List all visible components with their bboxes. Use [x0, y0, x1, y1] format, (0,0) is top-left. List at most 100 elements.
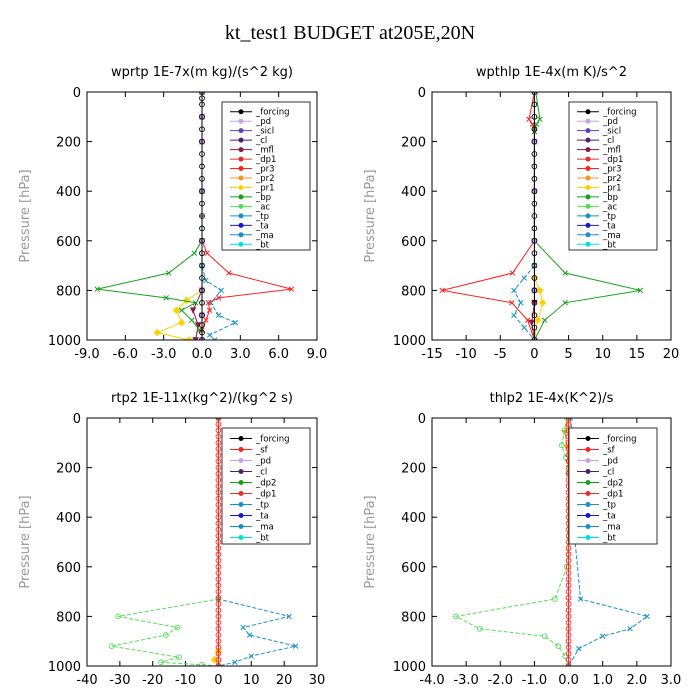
- chart0-legend-entry: _cl: [255, 136, 267, 146]
- chart2-legend-marker: [238, 458, 244, 463]
- chart1-legend-entry: _bt: [602, 240, 617, 250]
- chart3-s1-p1-point: [561, 427, 568, 434]
- chart1-s0-p6-point: [531, 163, 538, 170]
- chart0-ytick-label: 200: [56, 136, 81, 151]
- chart3-s1-p2-point: [558, 442, 565, 449]
- chart0-xtick-label: 0.0: [192, 347, 213, 362]
- chart0-s3-p6-point: [205, 300, 212, 306]
- chart0-s0-p16-point: [199, 275, 205, 281]
- chart0-s0-p2-point: [199, 101, 205, 108]
- chart3-s0-p30-point: [565, 601, 572, 607]
- chart0-s0-p13-point: [199, 237, 205, 244]
- chart2-legend-marker: [238, 535, 244, 540]
- chart3-xtick-label: 3.0: [661, 673, 682, 688]
- chart0-s0-p19-point: [199, 312, 205, 319]
- chart2-s0-p18-point: [215, 526, 222, 533]
- chart0-legend-entry: _dp1: [255, 155, 276, 165]
- chart0-s6-p2-point: [189, 307, 197, 314]
- chart2-legend-box: [221, 427, 311, 545]
- chart3-legend-marker: [585, 458, 591, 463]
- chart1-s4-p3-point: [511, 287, 517, 294]
- chart0-s2-p5-point: [163, 295, 169, 301]
- chart3-legend-marker: [585, 447, 591, 452]
- chart1-ytick-label: 0: [418, 86, 426, 101]
- chart0-s3-p5-point: [215, 295, 222, 301]
- chart2-s1-p5-point: [108, 643, 115, 650]
- chart1-s4-p2-point: [521, 275, 527, 281]
- chart1-s2-p6-point: [637, 287, 644, 294]
- chart1-s3-p7-point: [509, 300, 515, 306]
- chart2-s0-p14-point: [215, 501, 222, 508]
- chart3-legend-marker: [585, 480, 591, 485]
- chart2-s0-p16-point: [215, 514, 222, 521]
- chart3-s0-p37-point: [565, 644, 572, 651]
- chart1-series-tp: [513, 92, 535, 340]
- chart2-s0-p32-point: [215, 613, 222, 620]
- chart0-s2-p7-point: [178, 307, 185, 313]
- chart3-s0-p27-point: [565, 582, 572, 589]
- chart0-legend-entry: _bp: [255, 193, 271, 203]
- chart1-legend-marker: [585, 128, 591, 134]
- chart1-s0-p0-point: [531, 92, 538, 95]
- chart2-legend-entry: _tp: [255, 501, 269, 511]
- chart1-s4-p5-point: [511, 312, 517, 318]
- chart2-s0-p33-point: [215, 619, 222, 626]
- chart3-xtick-label: 2.0: [627, 673, 648, 688]
- chart1-legend-entry: _ac: [602, 202, 617, 212]
- figure-title: kt_test1 BUDGET at205E,20N: [224, 22, 476, 44]
- chart3-s0-p25-point: [565, 570, 572, 576]
- chart2-s0-p24-point: [215, 563, 222, 570]
- chart1-s0-p13-point: [531, 250, 538, 257]
- chart1-title: wpthlp 1E-4x(m K)/s^2: [476, 65, 627, 80]
- chart2-s0-p2-point: [215, 427, 222, 434]
- chart2-s0-p23-point: [215, 557, 222, 564]
- chart3-s2-p6-point: [644, 613, 650, 620]
- chart2-s2-p3-point: [240, 624, 246, 631]
- chart1-s0-p15-point: [531, 275, 538, 281]
- chart1-s3-p8-point: [524, 317, 531, 323]
- chart0-xtick-label: 6.0: [268, 347, 289, 362]
- chart2-s1-p7-point: [158, 659, 164, 666]
- chart1-s0-p4-point: [531, 138, 538, 145]
- chart1-s4-p6-point: [521, 324, 527, 331]
- chart3-legend-box: [568, 427, 658, 545]
- chart2-s1-p2-point: [115, 613, 122, 620]
- chart3-s1-p9-point: [541, 633, 548, 640]
- chart2-xtick-label: -40: [76, 673, 97, 688]
- chart2-legend-entry: _cl: [255, 468, 267, 478]
- chart0-s4-p7-point: [206, 332, 213, 338]
- chart0-legend-entry: _pd: [255, 117, 271, 127]
- chart3-xtick-label: -2.0: [488, 673, 513, 688]
- chart3-s0-p21-point: [565, 545, 572, 552]
- chart2-s0-p21-point: [215, 545, 222, 552]
- chart2-legend-entry: _pd: [255, 457, 271, 467]
- chart2-title: rtp2 1E-11x(kg^2)/(kg^2 s): [111, 391, 293, 406]
- chart1-xtick-label: 5: [564, 347, 572, 362]
- chart0-legend-marker: [238, 137, 244, 143]
- chart2-s0-p17-point: [215, 520, 222, 527]
- chart0-s0-p1-point: [199, 95, 205, 102]
- chart2-s0-p30-point: [215, 601, 222, 607]
- chart1-legend-entry: _bp: [602, 193, 618, 203]
- chart2-xtick-label: -10: [175, 673, 196, 688]
- chart0-s5-p3-point: [172, 306, 181, 314]
- chart2-xtick-label: -30: [109, 673, 130, 688]
- chart0-legend-entry: _pr3: [255, 165, 275, 175]
- chart1-s0-p9-point: [531, 200, 538, 207]
- chart0-s5-p4-point: [177, 318, 186, 327]
- chart1-s0-p19-point: [531, 324, 538, 331]
- chart0-legend-marker: [238, 156, 244, 162]
- chart2-s0-p10-point: [215, 477, 222, 483]
- chart2-s0-p22-point: [215, 551, 222, 558]
- chart-1: wprtp 1E-7x(m kg)/(s^2 kg) Pressure [hPa]…: [18, 65, 327, 362]
- chart0-s3-p8-point: [203, 317, 209, 323]
- chart3-s0-p26-point: [565, 576, 572, 583]
- chart2-s0-p20-point: [215, 539, 222, 545]
- chart0-s0-p18-point: [199, 299, 205, 306]
- chart1-legend-entry: _forcing: [602, 108, 637, 118]
- chart2-ytick-label: 600: [56, 561, 81, 576]
- chart1-s3-p1-point: [526, 116, 532, 123]
- chart1-xtick-label: -15: [421, 347, 442, 362]
- chart0-s0-p4-point: [199, 126, 205, 133]
- chart2-s1-p6-point: [176, 654, 182, 661]
